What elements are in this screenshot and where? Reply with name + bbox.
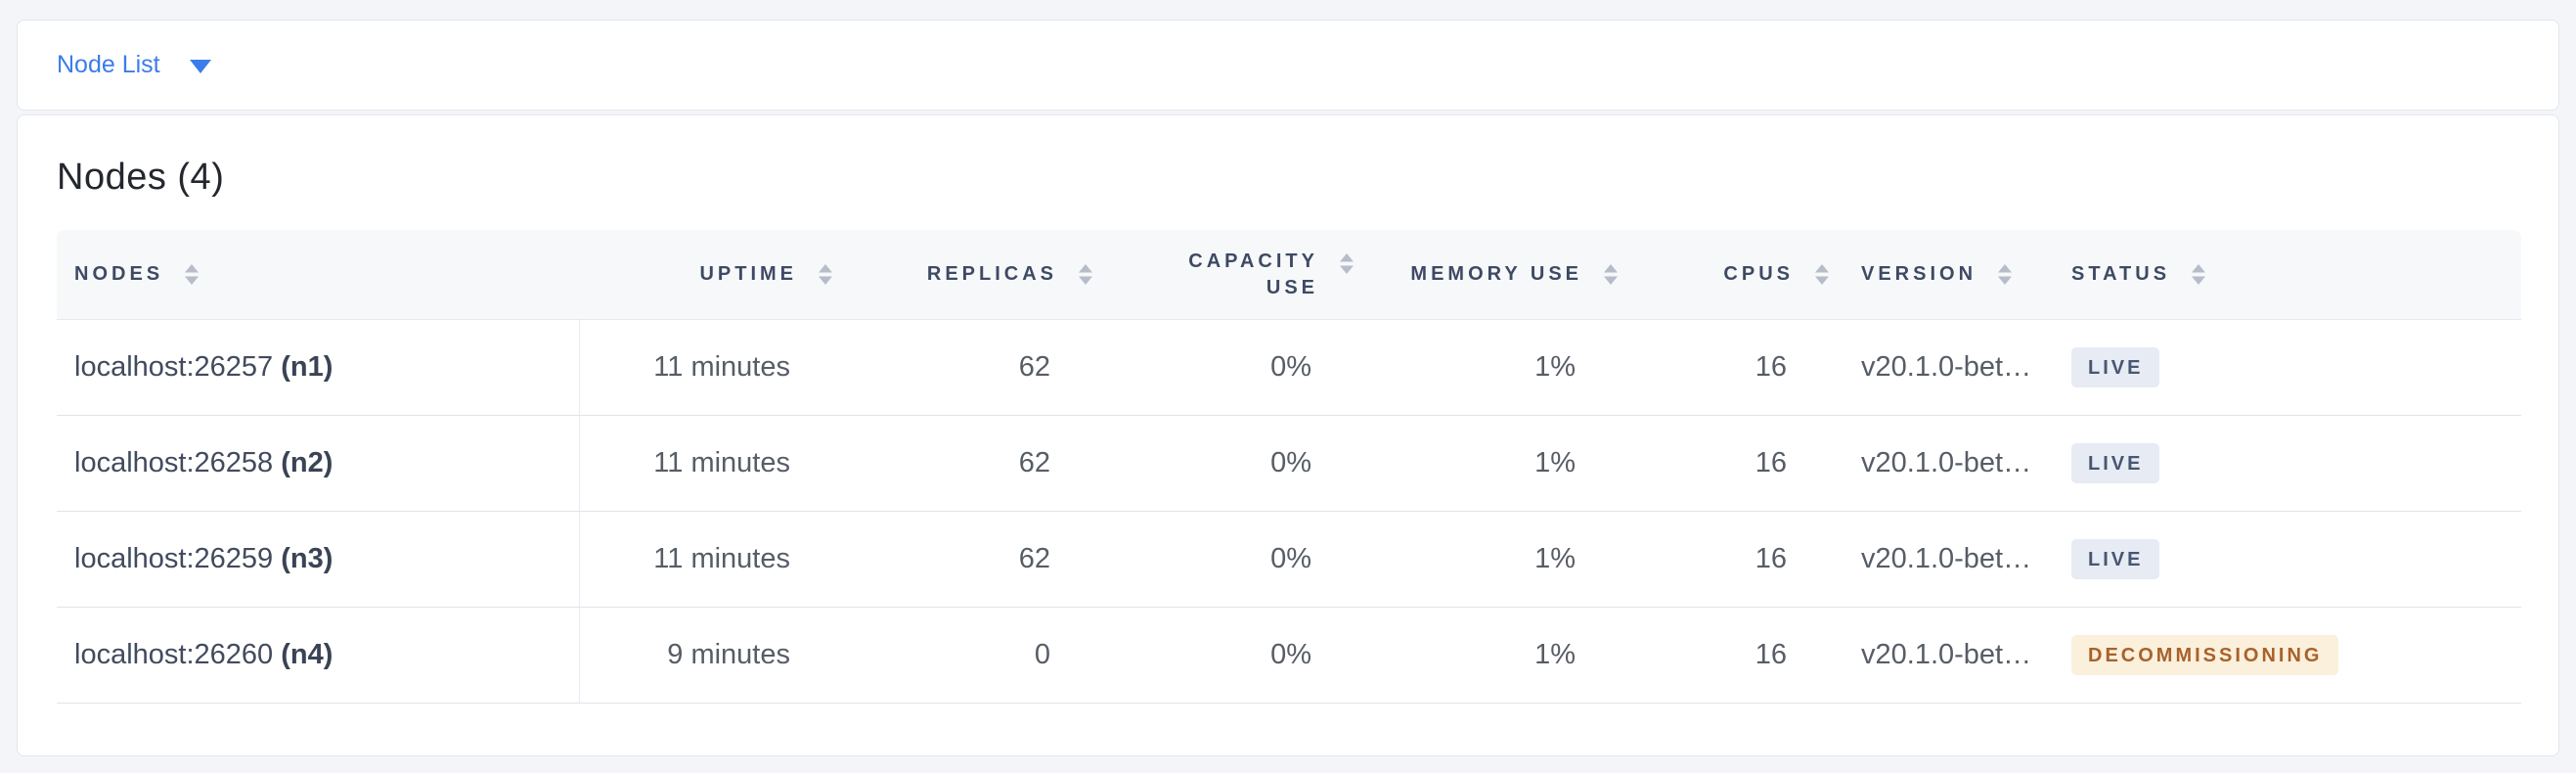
view-selector-bar: Node List [17,20,2559,111]
sort-icon [819,264,832,285]
cpus-cell: 16 [1631,416,1843,512]
capacity-use-cell: 0% [1106,416,1367,512]
node-id: (n1) [281,351,333,383]
uptime-cell: 11 minutes [580,512,846,608]
memory-use-cell: 1% [1367,320,1631,416]
version-cell: v20.1.0-bet… [1843,320,2055,416]
column-header-cpus[interactable]: CPUs [1631,230,1843,320]
sort-icon [185,264,200,285]
uptime-cell: 11 minutes [580,320,846,416]
node-list-table: Nodes Uptime Replicas [57,230,2521,704]
column-header-version[interactable]: Version [1843,230,2055,320]
sort-icon [1079,264,1092,285]
node-link[interactable]: localhost:26257 [74,351,274,383]
sort-icon [1340,252,1354,274]
view-selector-dropdown[interactable]: Node List [57,51,211,79]
sort-icon [2192,264,2206,285]
table-header-row: Nodes Uptime Replicas [57,230,2521,320]
node-id: (n2) [281,447,333,478]
node-id: (n3) [281,543,333,574]
cpus-cell: 16 [1631,608,1843,704]
capacity-use-cell: 0% [1106,512,1367,608]
node-link[interactable]: localhost:26260 [74,639,274,670]
status-cell: LIVE [2055,416,2521,512]
capacity-use-cell: 0% [1106,320,1367,416]
uptime-cell: 9 minutes [580,608,846,704]
sort-icon [1998,264,2013,285]
sort-icon [1815,264,1829,285]
column-header-nodes[interactable]: Nodes [57,230,580,320]
caret-down-icon [189,60,211,73]
nodes-panel: Nodes (4) Nodes Uptime [17,114,2559,756]
replicas-cell: 62 [846,416,1106,512]
column-header-status[interactable]: Status [2055,230,2521,320]
status-badge: DECOMMISSIONING [2071,635,2339,675]
node-link[interactable]: localhost:26259 [74,543,274,574]
replicas-cell: 0 [846,608,1106,704]
column-header-replicas[interactable]: Replicas [846,230,1106,320]
version-cell: v20.1.0-bet… [1843,608,2055,704]
column-header-memory-use[interactable]: Memory Use [1367,230,1631,320]
page-title: Nodes (4) [57,157,225,198]
table-row: localhost:26259 (n3) 11 minutes 62 0% 1%… [57,512,2521,608]
node-id: (n4) [281,639,333,670]
cpus-cell: 16 [1631,320,1843,416]
node-link[interactable]: localhost:26258 [74,447,274,478]
capacity-use-cell: 0% [1106,608,1367,704]
status-badge: LIVE [2071,347,2160,387]
uptime-cell: 11 minutes [580,416,846,512]
version-cell: v20.1.0-bet… [1843,512,2055,608]
status-badge: LIVE [2071,539,2160,579]
version-cell: v20.1.0-bet… [1843,416,2055,512]
status-cell: LIVE [2055,320,2521,416]
table-row: localhost:26258 (n2) 11 minutes 62 0% 1%… [57,416,2521,512]
sort-icon [1604,264,1618,285]
memory-use-cell: 1% [1367,512,1631,608]
table-row: localhost:26257 (n1) 11 minutes 62 0% 1%… [57,320,2521,416]
status-cell: LIVE [2055,512,2521,608]
status-cell: DECOMMISSIONING [2055,608,2521,704]
replicas-cell: 62 [846,320,1106,416]
column-header-uptime[interactable]: Uptime [580,230,846,320]
cpus-cell: 16 [1631,512,1843,608]
table-row: localhost:26260 (n4) 9 minutes 0 0% 1% 1… [57,608,2521,704]
replicas-cell: 62 [846,512,1106,608]
status-badge: LIVE [2071,443,2160,483]
memory-use-cell: 1% [1367,416,1631,512]
column-header-capacity-use[interactable]: Capacity Use [1106,230,1367,320]
memory-use-cell: 1% [1367,608,1631,704]
view-selector-label: Node List [57,51,160,78]
